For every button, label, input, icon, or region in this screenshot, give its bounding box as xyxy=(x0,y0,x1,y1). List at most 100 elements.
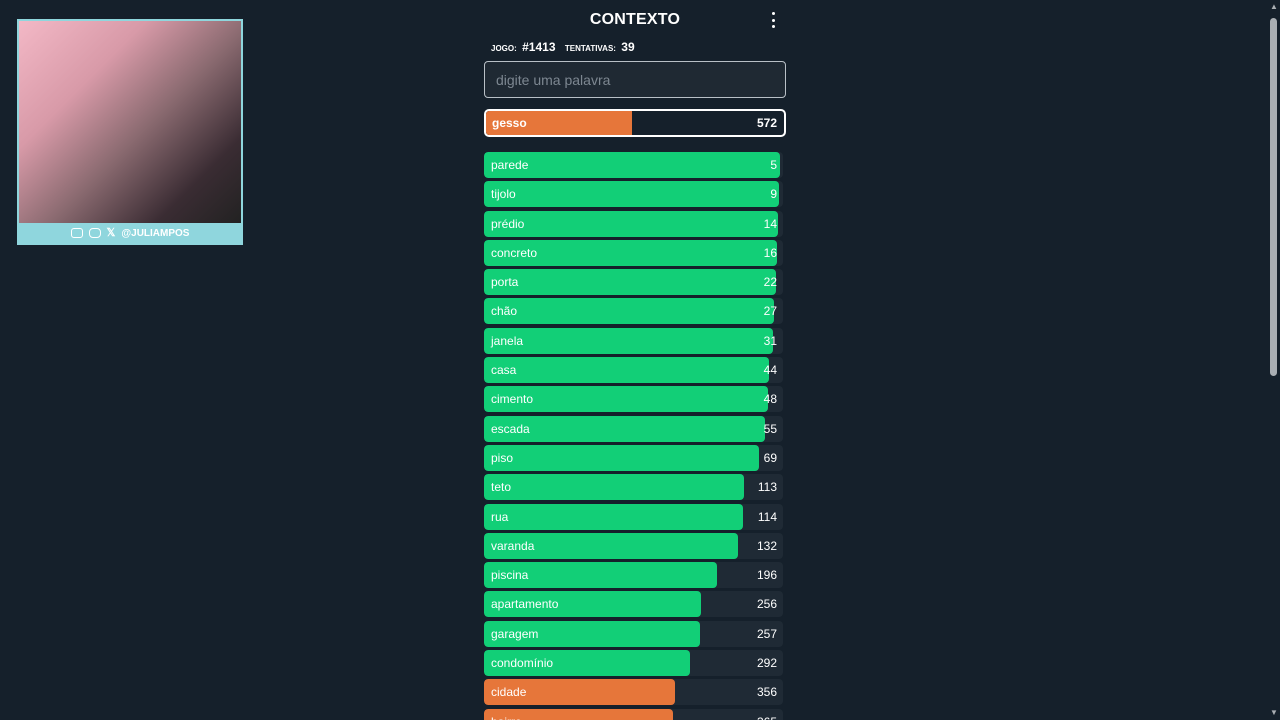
guess-rank: 257 xyxy=(756,626,777,641)
guess-word: bairro xyxy=(491,709,522,720)
current-guess-rank: 572 xyxy=(756,116,777,130)
guess-fill xyxy=(484,210,778,237)
guess-fill xyxy=(484,357,769,384)
guess-row: teto 113 xyxy=(484,474,783,501)
guess-rank: 5 xyxy=(770,158,777,172)
guess-rank: 22 xyxy=(763,275,777,290)
guess-rank: 256 xyxy=(756,597,777,612)
guess-word: cidade xyxy=(491,685,527,700)
guess-rank: 55 xyxy=(763,421,777,436)
guess-row: escada 55 xyxy=(484,415,783,442)
guess-rank: 69 xyxy=(763,450,777,465)
guess-row: condomínio 292 xyxy=(484,650,783,677)
guess-row: janela 31 xyxy=(484,327,783,354)
guess-fill xyxy=(484,562,718,589)
guess-rank: 9 xyxy=(770,187,777,202)
guess-fill xyxy=(484,152,780,178)
guess-row: prédio 14 xyxy=(484,210,783,237)
guess-rank: 27 xyxy=(763,304,777,319)
scroll-up-icon[interactable]: ▲ xyxy=(1270,2,1278,11)
guess-fill xyxy=(484,620,701,647)
youtube-icon xyxy=(70,228,83,238)
guess-fill xyxy=(484,532,739,559)
guess-word: concreto xyxy=(491,245,538,260)
guess-word: casa xyxy=(491,363,517,378)
guess-word: porta xyxy=(491,275,519,290)
guess-rank: 292 xyxy=(756,656,777,671)
guess-fill xyxy=(484,503,744,530)
guess-rank: 356 xyxy=(756,685,777,700)
guess-row: apartamento 256 xyxy=(484,591,783,618)
guess-row: parede 5 xyxy=(484,152,783,178)
guess-word: tijolo xyxy=(491,187,516,202)
scroll-thumb[interactable] xyxy=(1270,18,1277,376)
guess-rank: 113 xyxy=(757,480,777,495)
current-guess: gesso 572 xyxy=(484,109,786,137)
guess-rank: 196 xyxy=(756,568,777,583)
webcam-video xyxy=(19,21,241,223)
guess-fill xyxy=(484,239,778,266)
header: CONTEXTO xyxy=(484,0,786,40)
guess-fill xyxy=(484,298,775,325)
game-panel: CONTEXTO JOGO: #1413 TENTATIVAS: 39 gess… xyxy=(484,0,786,720)
guess-rank: 114 xyxy=(757,509,777,524)
guess-word: condomínio xyxy=(491,656,554,671)
guess-rank: 48 xyxy=(763,392,777,407)
guess-rank: 365 xyxy=(757,709,777,720)
guess-row: rua 114 xyxy=(484,503,783,530)
instagram-icon xyxy=(88,228,101,238)
page-title: CONTEXTO xyxy=(589,11,681,28)
guess-word: chão xyxy=(491,304,518,319)
guess-row: cidade 356 xyxy=(484,679,783,706)
guess-fill xyxy=(484,444,760,471)
guess-word: piso xyxy=(491,450,514,465)
webcam-footer: 𝕏 @JULIAMPOS xyxy=(19,223,241,243)
tries-count: 39 xyxy=(621,40,635,54)
guess-fill xyxy=(484,181,780,208)
guess-rank: 132 xyxy=(756,538,777,553)
guess-word: parede xyxy=(491,158,529,172)
game-number: #1413 xyxy=(522,40,556,54)
game-stats: JOGO: #1413 TENTATIVAS: 39 xyxy=(491,40,786,54)
x-icon: 𝕏 xyxy=(106,227,116,239)
guess-fill xyxy=(484,415,766,442)
guess-fill xyxy=(484,650,691,677)
guess-row: tijolo 9 xyxy=(484,181,783,208)
scroll-down-icon[interactable]: ▼ xyxy=(1270,708,1278,717)
guess-word: prédio xyxy=(491,216,525,231)
guess-row: concreto 16 xyxy=(484,239,783,266)
guess-word: cimento xyxy=(491,392,534,407)
guess-row: casa 44 xyxy=(484,357,783,384)
guess-fill xyxy=(484,679,676,706)
guess-word: piscina xyxy=(491,568,529,583)
guess-row: garagem 257 xyxy=(484,620,783,647)
guess-row: varanda 132 xyxy=(484,532,783,559)
guess-row: porta 22 xyxy=(484,269,783,296)
guess-word: janela xyxy=(491,333,524,348)
guess-fill xyxy=(484,708,674,720)
webcam-handle: @JULIAMPOS xyxy=(121,227,190,239)
guess-word: teto xyxy=(491,480,512,495)
guess-row: chão 27 xyxy=(484,298,783,325)
current-guess-fill xyxy=(486,111,633,135)
current-guess-word: gesso xyxy=(492,116,527,130)
guess-fill xyxy=(484,269,777,296)
guess-fill xyxy=(484,591,702,618)
word-input[interactable] xyxy=(484,61,786,98)
more-menu-icon[interactable] xyxy=(768,12,778,28)
guess-fill xyxy=(484,474,745,501)
guess-rank: 44 xyxy=(763,363,777,378)
guess-rank: 14 xyxy=(763,216,777,231)
game-label: JOGO: xyxy=(491,44,517,53)
guess-word: apartamento xyxy=(491,597,559,612)
guess-fill xyxy=(484,386,769,413)
guess-row: piscina 196 xyxy=(484,562,783,589)
guess-row: piso 69 xyxy=(484,444,783,471)
page-scrollbar[interactable]: ▲ ▼ xyxy=(1266,0,1280,720)
guess-row: bairro 365 xyxy=(484,708,783,720)
guess-list: parede 5 tijolo 9 prédio 14 concreto 16 porta 22 c… xyxy=(484,152,783,720)
guess-word: escada xyxy=(491,421,530,436)
guess-fill xyxy=(484,327,774,354)
guess-word: varanda xyxy=(491,538,535,553)
